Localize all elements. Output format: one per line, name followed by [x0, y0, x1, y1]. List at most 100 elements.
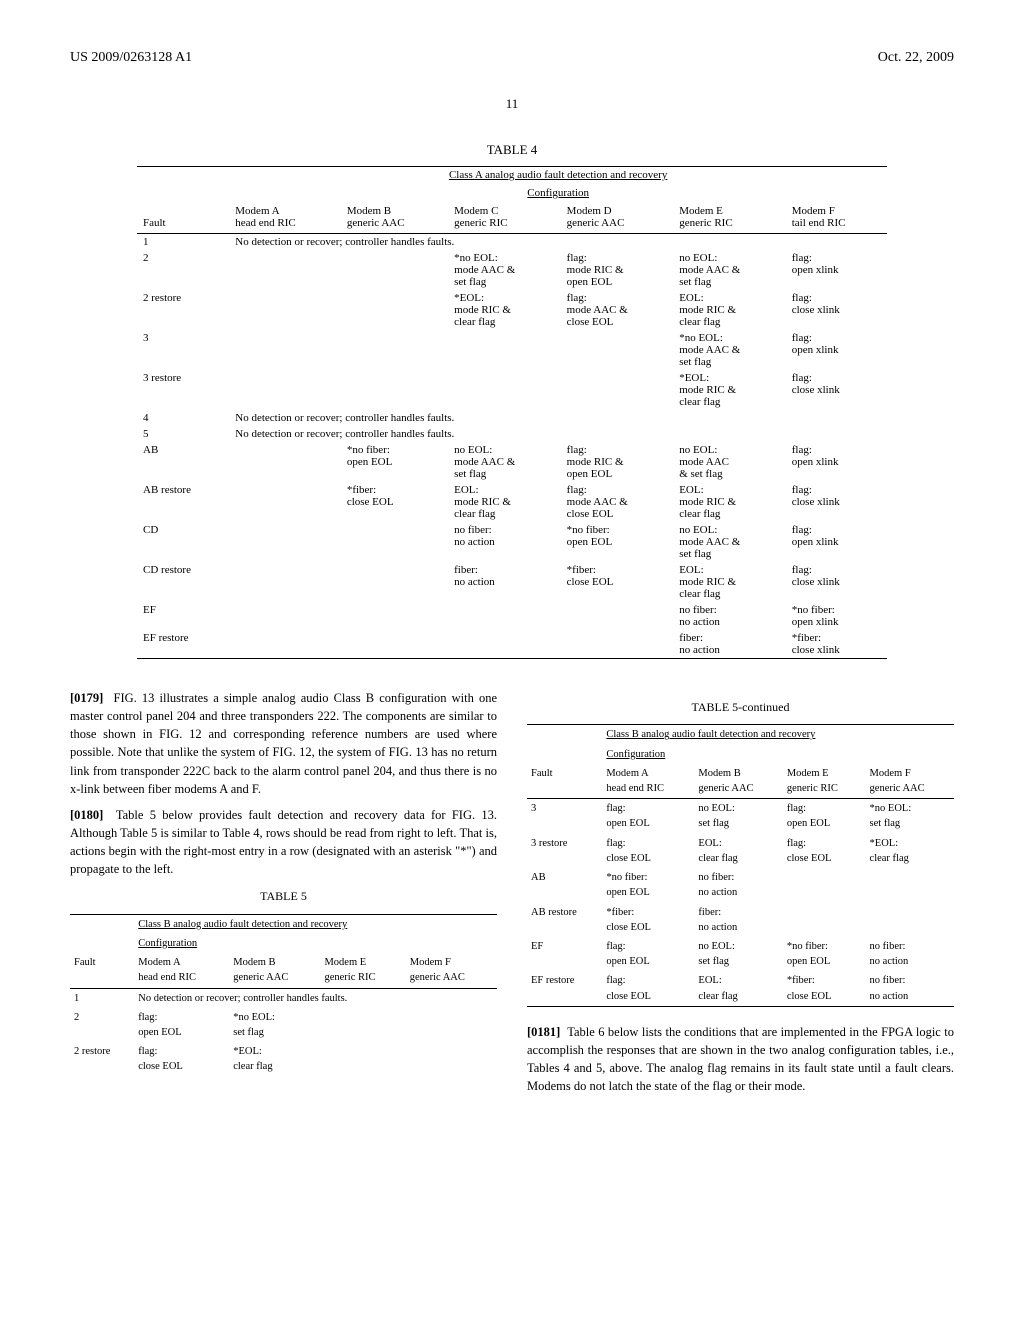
- page-number: 11: [70, 96, 954, 112]
- data-cell: flag:close EOL: [134, 1042, 229, 1076]
- table4-label: TABLE 4: [70, 142, 954, 158]
- table5-label: TABLE 5: [70, 888, 497, 905]
- fault-cell: 3 restore: [137, 370, 229, 410]
- table-row: 3 restoreflag:close EOLEOL:clear flagfla…: [527, 834, 954, 868]
- data-cell: no EOL:mode AAC &set flag: [448, 442, 561, 482]
- data-cell: no EOL:mode AAC& set flag: [673, 442, 786, 482]
- patent-date: Oct. 22, 2009: [878, 50, 954, 66]
- table4-config-label: Configuration: [527, 187, 589, 199]
- data-cell: [448, 630, 561, 659]
- data-cell: [341, 602, 448, 630]
- data-cell: no fiber:no action: [694, 868, 782, 902]
- data-cell: [561, 370, 674, 410]
- data-cell: fiber:no action: [673, 630, 786, 659]
- data-cell: [320, 1042, 405, 1076]
- table4-col-b: Modem Bgeneric AAC: [341, 203, 448, 234]
- span-cell: No detection or recover; controller hand…: [229, 426, 887, 442]
- data-cell: [229, 522, 341, 562]
- data-cell: flag:close xlink: [786, 370, 887, 410]
- table-row: 3 restore*EOL:mode RIC &clear flagflag:c…: [137, 370, 887, 410]
- data-cell: [866, 868, 954, 902]
- table-row: 1No detection or recover; controller han…: [137, 234, 887, 251]
- para-0181: [0181] Table 6 below lists the condition…: [527, 1023, 954, 1096]
- data-cell: [229, 602, 341, 630]
- table4: Class A analog audio fault detection and…: [137, 166, 887, 659]
- data-cell: flag:close xlink: [786, 482, 887, 522]
- data-cell: *no fiber:open EOL: [341, 442, 448, 482]
- data-cell: [341, 330, 448, 370]
- data-cell: [341, 562, 448, 602]
- data-cell: *no fiber:open EOL: [561, 522, 674, 562]
- span-cell: No detection or recover; controller hand…: [134, 988, 497, 1008]
- data-cell: no EOL:mode AAC &set flag: [673, 250, 786, 290]
- table4-col-a: Modem Ahead end RIC: [229, 203, 341, 234]
- data-cell: no EOL:set flag: [694, 799, 782, 834]
- table-row: CD restorefiber:no action*fiber:close EO…: [137, 562, 887, 602]
- table5-continued: Class B analog audio fault detection and…: [527, 724, 954, 1007]
- data-cell: *no fiber:open xlink: [786, 602, 887, 630]
- data-cell: *EOL:clear flag: [229, 1042, 320, 1076]
- data-cell: [448, 602, 561, 630]
- table-row: 1No detection or recover; controller han…: [70, 988, 497, 1008]
- table-row: 2*no EOL:mode AAC &set flagflag:mode RIC…: [137, 250, 887, 290]
- patent-number: US 2009/0263128 A1: [70, 50, 192, 66]
- table-row: 4No detection or recover; controller han…: [137, 410, 887, 426]
- data-cell: [783, 903, 866, 937]
- data-cell: flag:open xlink: [786, 250, 887, 290]
- data-cell: [341, 370, 448, 410]
- data-cell: flag:close xlink: [786, 562, 887, 602]
- data-cell: [406, 1008, 497, 1042]
- fault-cell: 3: [137, 330, 229, 370]
- table5-col-b: Modem Bgeneric AAC: [229, 953, 320, 988]
- data-cell: [229, 290, 341, 330]
- data-cell: fiber:no action: [694, 903, 782, 937]
- data-cell: *no EOL:mode AAC &set flag: [448, 250, 561, 290]
- table4-col-d: Modem Dgeneric AAC: [561, 203, 674, 234]
- table5b-col-c: Modem Egeneric RIC: [783, 764, 866, 799]
- fault-cell: 2 restore: [70, 1042, 134, 1076]
- table-row: 5No detection or recover; controller han…: [137, 426, 887, 442]
- fault-cell: EF restore: [137, 630, 229, 659]
- data-cell: *fiber:close EOL: [783, 971, 866, 1006]
- fault-cell: AB: [137, 442, 229, 482]
- right-column: TABLE 5-continued Class B analog audio f…: [527, 689, 954, 1103]
- span-cell: No detection or recover; controller hand…: [229, 234, 887, 251]
- data-cell: flag:close EOL: [783, 834, 866, 868]
- data-cell: [341, 250, 448, 290]
- data-cell: *no EOL:mode AAC &set flag: [673, 330, 786, 370]
- data-cell: fiber:no action: [448, 562, 561, 602]
- table5-fault-label: Fault: [70, 953, 134, 988]
- data-cell: EOL:mode RIC &clear flag: [448, 482, 561, 522]
- table-row: AB restore*fiber:close EOLfiber:no actio…: [527, 903, 954, 937]
- data-cell: flag:close xlink: [786, 290, 887, 330]
- data-cell: flag:close EOL: [602, 971, 694, 1006]
- fault-cell: AB restore: [527, 903, 602, 937]
- two-column-body: [0179] FIG. 13 illustrates a simple anal…: [70, 689, 954, 1103]
- table4-fault-label: Fault: [137, 203, 229, 234]
- data-cell: no EOL:mode AAC &set flag: [673, 522, 786, 562]
- data-cell: *fiber:close EOL: [561, 562, 674, 602]
- data-cell: [341, 522, 448, 562]
- table-row: EFflag:open EOLno EOL:set flag*no fiber:…: [527, 937, 954, 971]
- table-row: AB *no fiber:open EOLno EOL:mode AAC &set…: [137, 442, 887, 482]
- fault-cell: AB: [527, 868, 602, 902]
- fault-cell: 2 restore: [137, 290, 229, 330]
- table4-col-c: Modem Cgeneric RIC: [448, 203, 561, 234]
- left-column: [0179] FIG. 13 illustrates a simple anal…: [70, 689, 497, 1103]
- table5-title: Class B analog audio fault detection and…: [138, 919, 347, 930]
- fault-cell: 1: [137, 234, 229, 251]
- table-row: 3flag:open EOLno EOL:set flagflag:open E…: [527, 799, 954, 834]
- data-cell: no fiber:no action: [673, 602, 786, 630]
- fault-cell: 5: [137, 426, 229, 442]
- data-cell: no fiber:no action: [866, 971, 954, 1006]
- data-cell: flag:open EOL: [783, 799, 866, 834]
- data-cell: [448, 370, 561, 410]
- data-cell: *EOL:mode RIC &clear flag: [448, 290, 561, 330]
- table5-config-label: Configuration: [138, 938, 197, 949]
- data-cell: [229, 482, 341, 522]
- data-cell: EOL:mode RIC &clear flag: [673, 482, 786, 522]
- data-cell: no EOL:set flag: [694, 937, 782, 971]
- para-0179: [0179] FIG. 13 illustrates a simple anal…: [70, 689, 497, 798]
- fault-cell: 1: [70, 988, 134, 1008]
- table-row: 2flag:open EOL*no EOL:set flag: [70, 1008, 497, 1042]
